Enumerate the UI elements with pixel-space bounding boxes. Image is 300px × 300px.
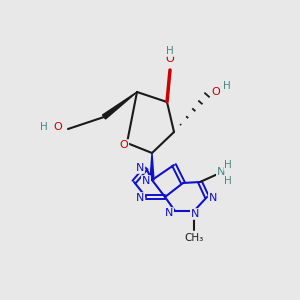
Text: H: H (223, 81, 231, 91)
Text: H: H (224, 160, 232, 170)
Text: CH₃: CH₃ (184, 233, 204, 243)
Polygon shape (103, 92, 137, 119)
Text: H: H (224, 176, 232, 186)
Text: N: N (209, 193, 217, 203)
Text: N: N (136, 193, 144, 203)
Text: N: N (136, 163, 144, 173)
Polygon shape (150, 153, 154, 180)
Text: O: O (212, 87, 220, 97)
Text: N: N (191, 209, 199, 219)
Text: N: N (217, 167, 225, 177)
Text: N: N (142, 176, 150, 186)
Text: O: O (166, 54, 174, 64)
Text: O: O (120, 140, 128, 150)
Text: N: N (165, 208, 173, 218)
Text: H: H (166, 46, 174, 56)
Text: O: O (54, 122, 62, 132)
Text: H: H (40, 122, 48, 132)
